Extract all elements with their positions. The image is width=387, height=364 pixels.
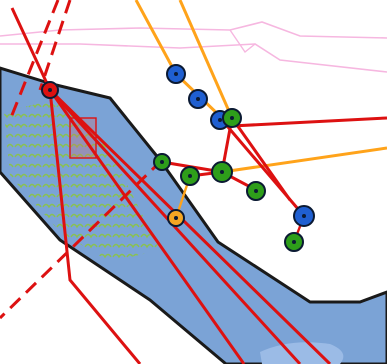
blue-marker[interactable] bbox=[293, 205, 315, 227]
road bbox=[231, 116, 387, 128]
orange-marker[interactable] bbox=[167, 209, 185, 227]
dashed-road bbox=[0, 158, 164, 320]
marker-layer bbox=[41, 64, 315, 252]
orange-route bbox=[178, 0, 234, 119]
green-marker[interactable] bbox=[153, 153, 171, 171]
green-marker[interactable] bbox=[180, 166, 200, 186]
green-marker[interactable] bbox=[211, 161, 233, 183]
road bbox=[10, 7, 142, 364]
road bbox=[220, 119, 306, 217]
dashed-road bbox=[38, 0, 72, 91]
boundary-line bbox=[229, 29, 256, 54]
green-marker[interactable] bbox=[222, 108, 242, 128]
orange-route bbox=[221, 146, 387, 174]
red-roads bbox=[10, 7, 387, 364]
road bbox=[48, 88, 302, 364]
red-marker[interactable] bbox=[41, 81, 59, 99]
road bbox=[48, 88, 332, 364]
boundary-line bbox=[0, 43, 387, 73]
orange-route bbox=[134, 0, 226, 122]
blue-marker[interactable] bbox=[166, 64, 186, 84]
vegetation-area bbox=[4, 98, 160, 262]
blue-marker[interactable] bbox=[188, 89, 208, 109]
road bbox=[48, 89, 246, 364]
green-marker[interactable] bbox=[246, 181, 266, 201]
green-marker[interactable] bbox=[284, 232, 304, 252]
dashed-roads bbox=[0, 0, 164, 320]
